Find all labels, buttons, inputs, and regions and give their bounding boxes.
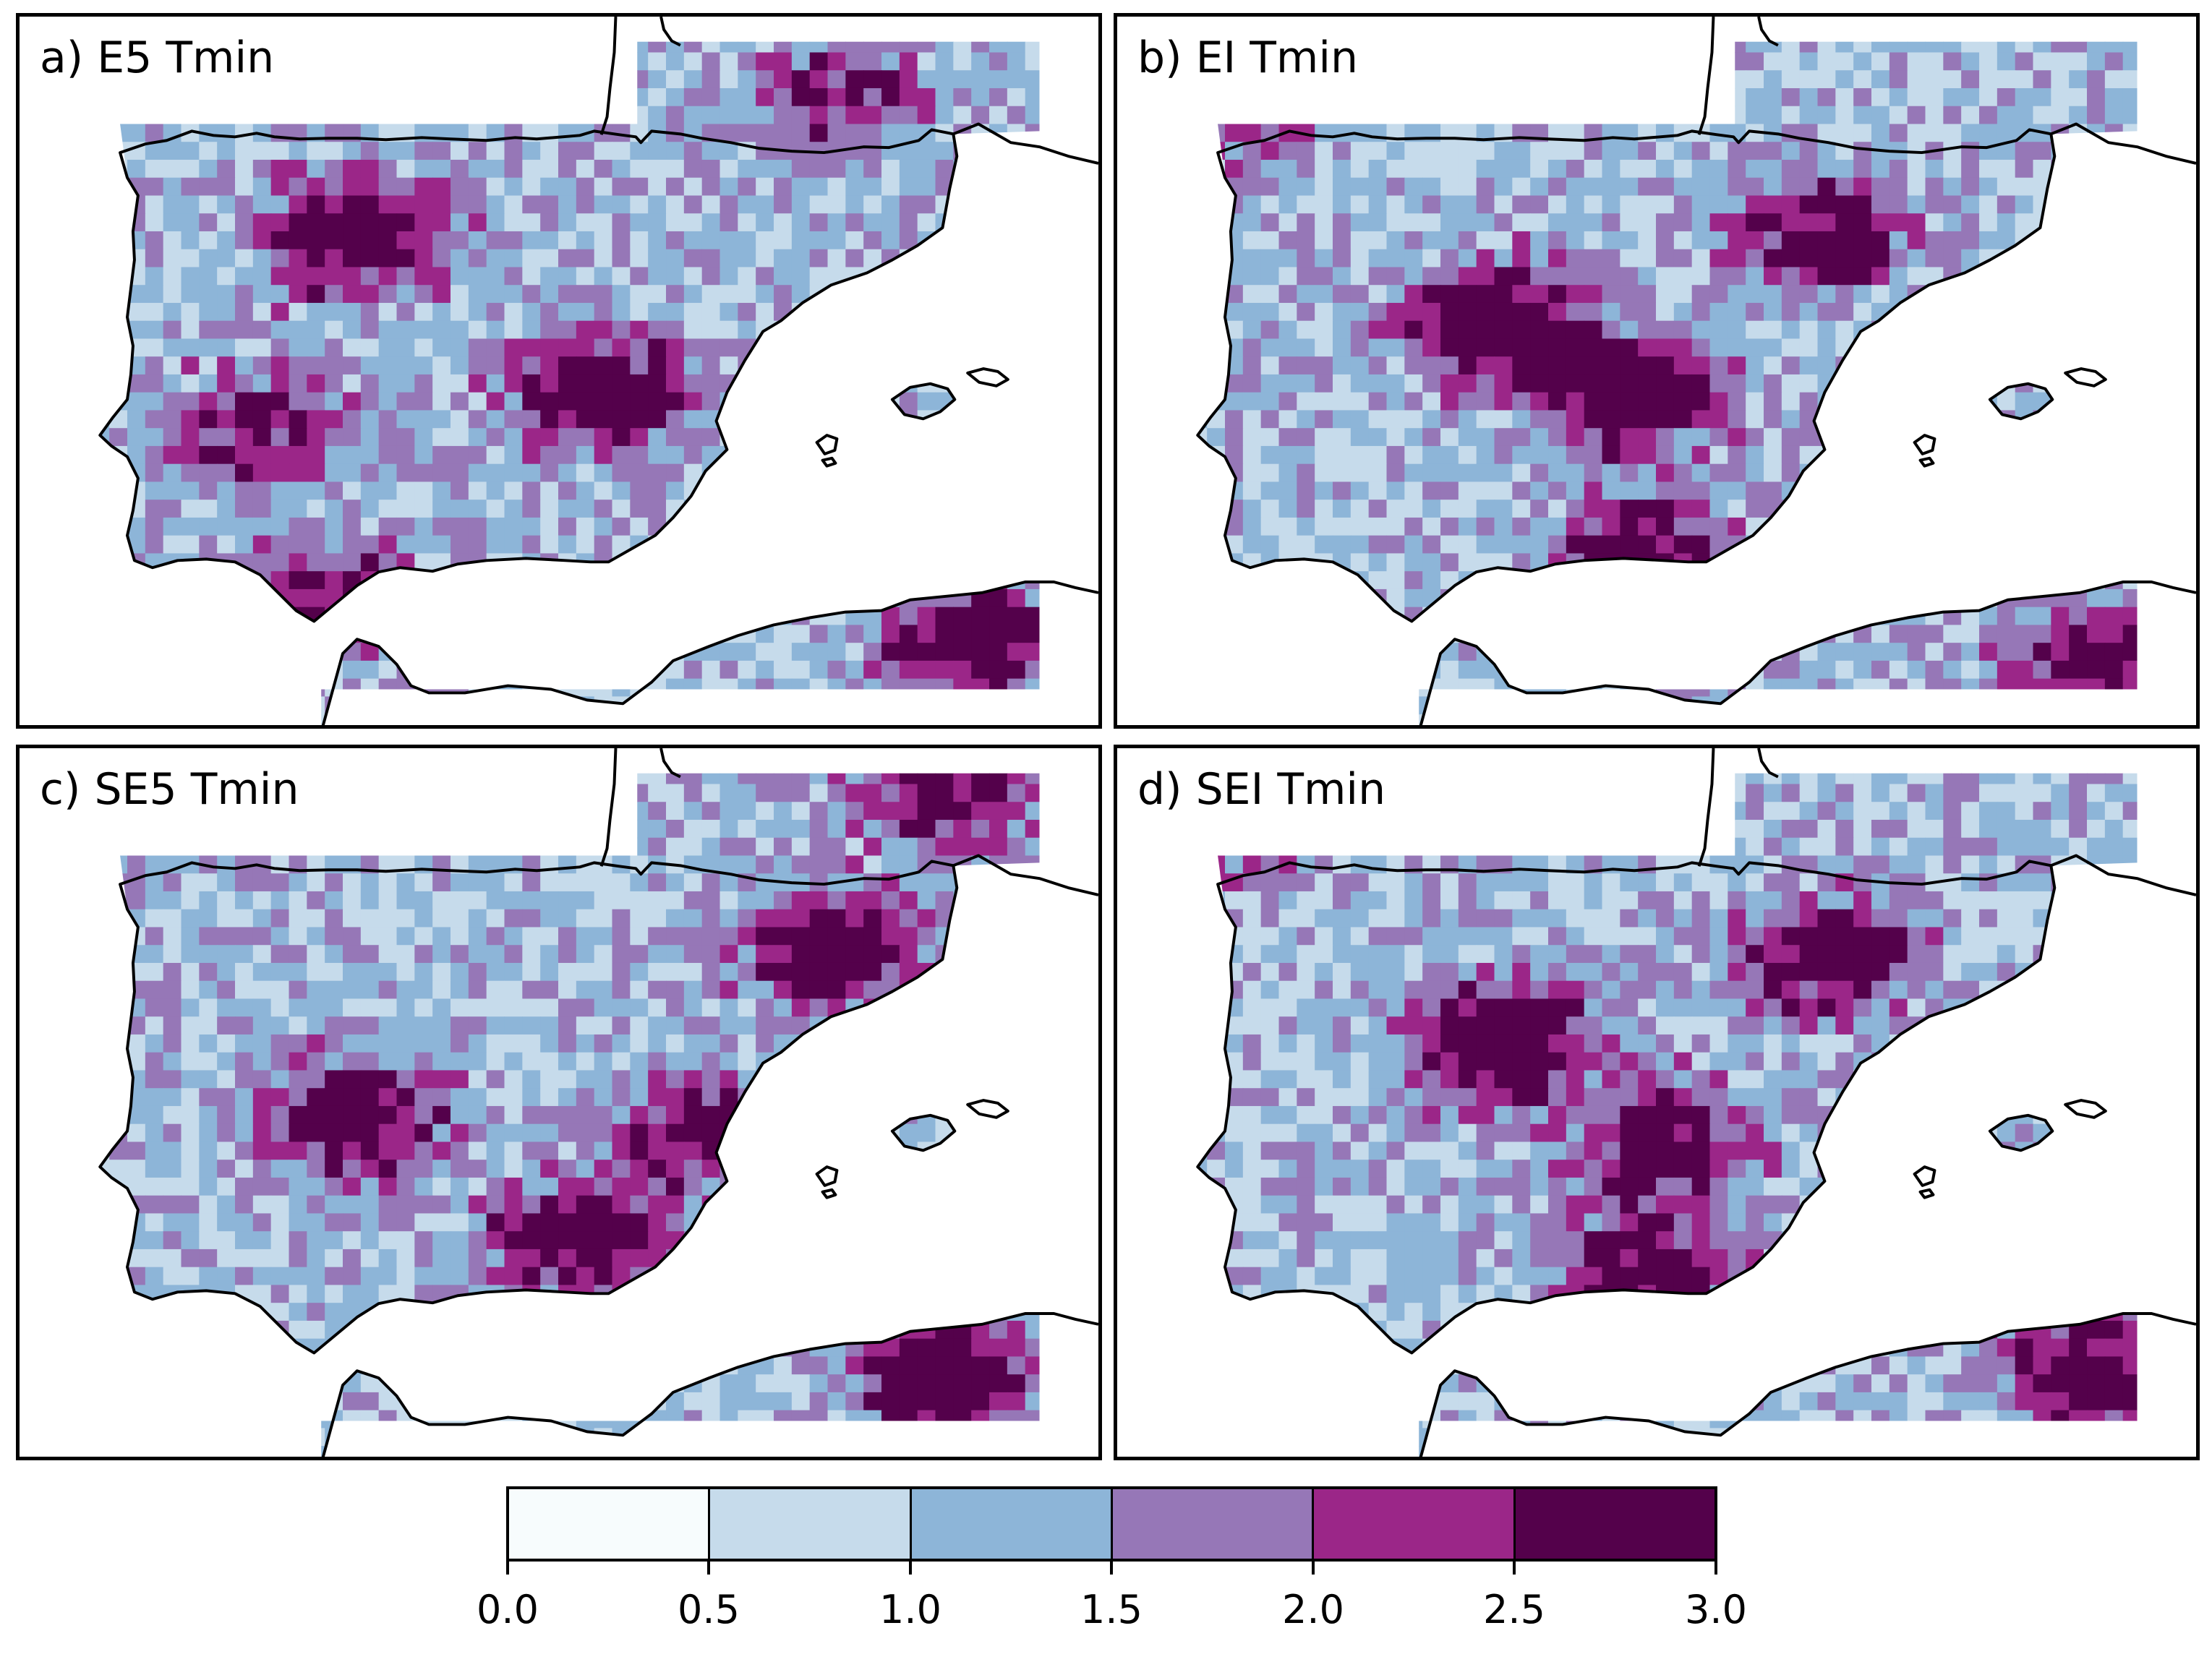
colorbar-tick-5 [1513,1562,1516,1575]
colorbar-bin-5 [1513,1489,1714,1559]
coastline-b [1196,17,2196,725]
data-grid-a [100,41,1040,725]
colorbar-tick-1 [707,1562,710,1575]
map-b [1196,17,2196,725]
map-a [98,17,1098,725]
panel-title-d: d) SEI Tmin [1137,764,1386,815]
panel-title-a: a) E5 Tmin [40,33,275,83]
panel-b: b) EI Tmin [1114,13,2200,729]
panel-title-c: c) SE5 Tmin [40,764,299,815]
colorbar-bin-0 [509,1489,709,1559]
panel-d: d) SEI Tmin [1114,745,2200,1460]
data-grid-d [1197,773,2138,1457]
colorbar-bin-1 [708,1489,910,1559]
colorbar-tick-6 [1714,1562,1717,1575]
colorbar-tick-0 [506,1562,509,1575]
coastline-c [98,748,1098,1457]
coastline-d [1196,748,2196,1457]
colorbar-bin-2 [909,1489,1111,1559]
colorbar-bin-3 [1110,1489,1312,1559]
colorbar [506,1486,1717,1562]
data-grid-b [1197,41,2138,725]
map-c [98,748,1098,1457]
map-d [1196,748,2196,1457]
panel-title-b: b) EI Tmin [1137,33,1359,83]
colorbar-tick-label-5: 2.5 [1483,1587,1545,1632]
colorbar-tick-3 [1110,1562,1113,1575]
colorbar-tick-label-2: 1.0 [879,1587,941,1632]
colorbar-tick-label-1: 0.5 [678,1587,740,1632]
colorbar-tick-2 [909,1562,912,1575]
colorbar-tick-4 [1312,1562,1315,1575]
colorbar-tick-label-4: 2.0 [1282,1587,1344,1632]
colorbar-tick-label-0: 0.0 [477,1587,539,1632]
colorbar-tick-label-6: 3.0 [1685,1587,1747,1632]
colorbar-bin-4 [1312,1489,1513,1559]
data-grid-c [100,773,1040,1457]
coastline-a [98,17,1098,725]
panel-c: c) SE5 Tmin [16,745,1102,1460]
colorbar-tick-label-3: 1.5 [1080,1587,1143,1632]
panel-a: a) E5 Tmin [16,13,1102,729]
